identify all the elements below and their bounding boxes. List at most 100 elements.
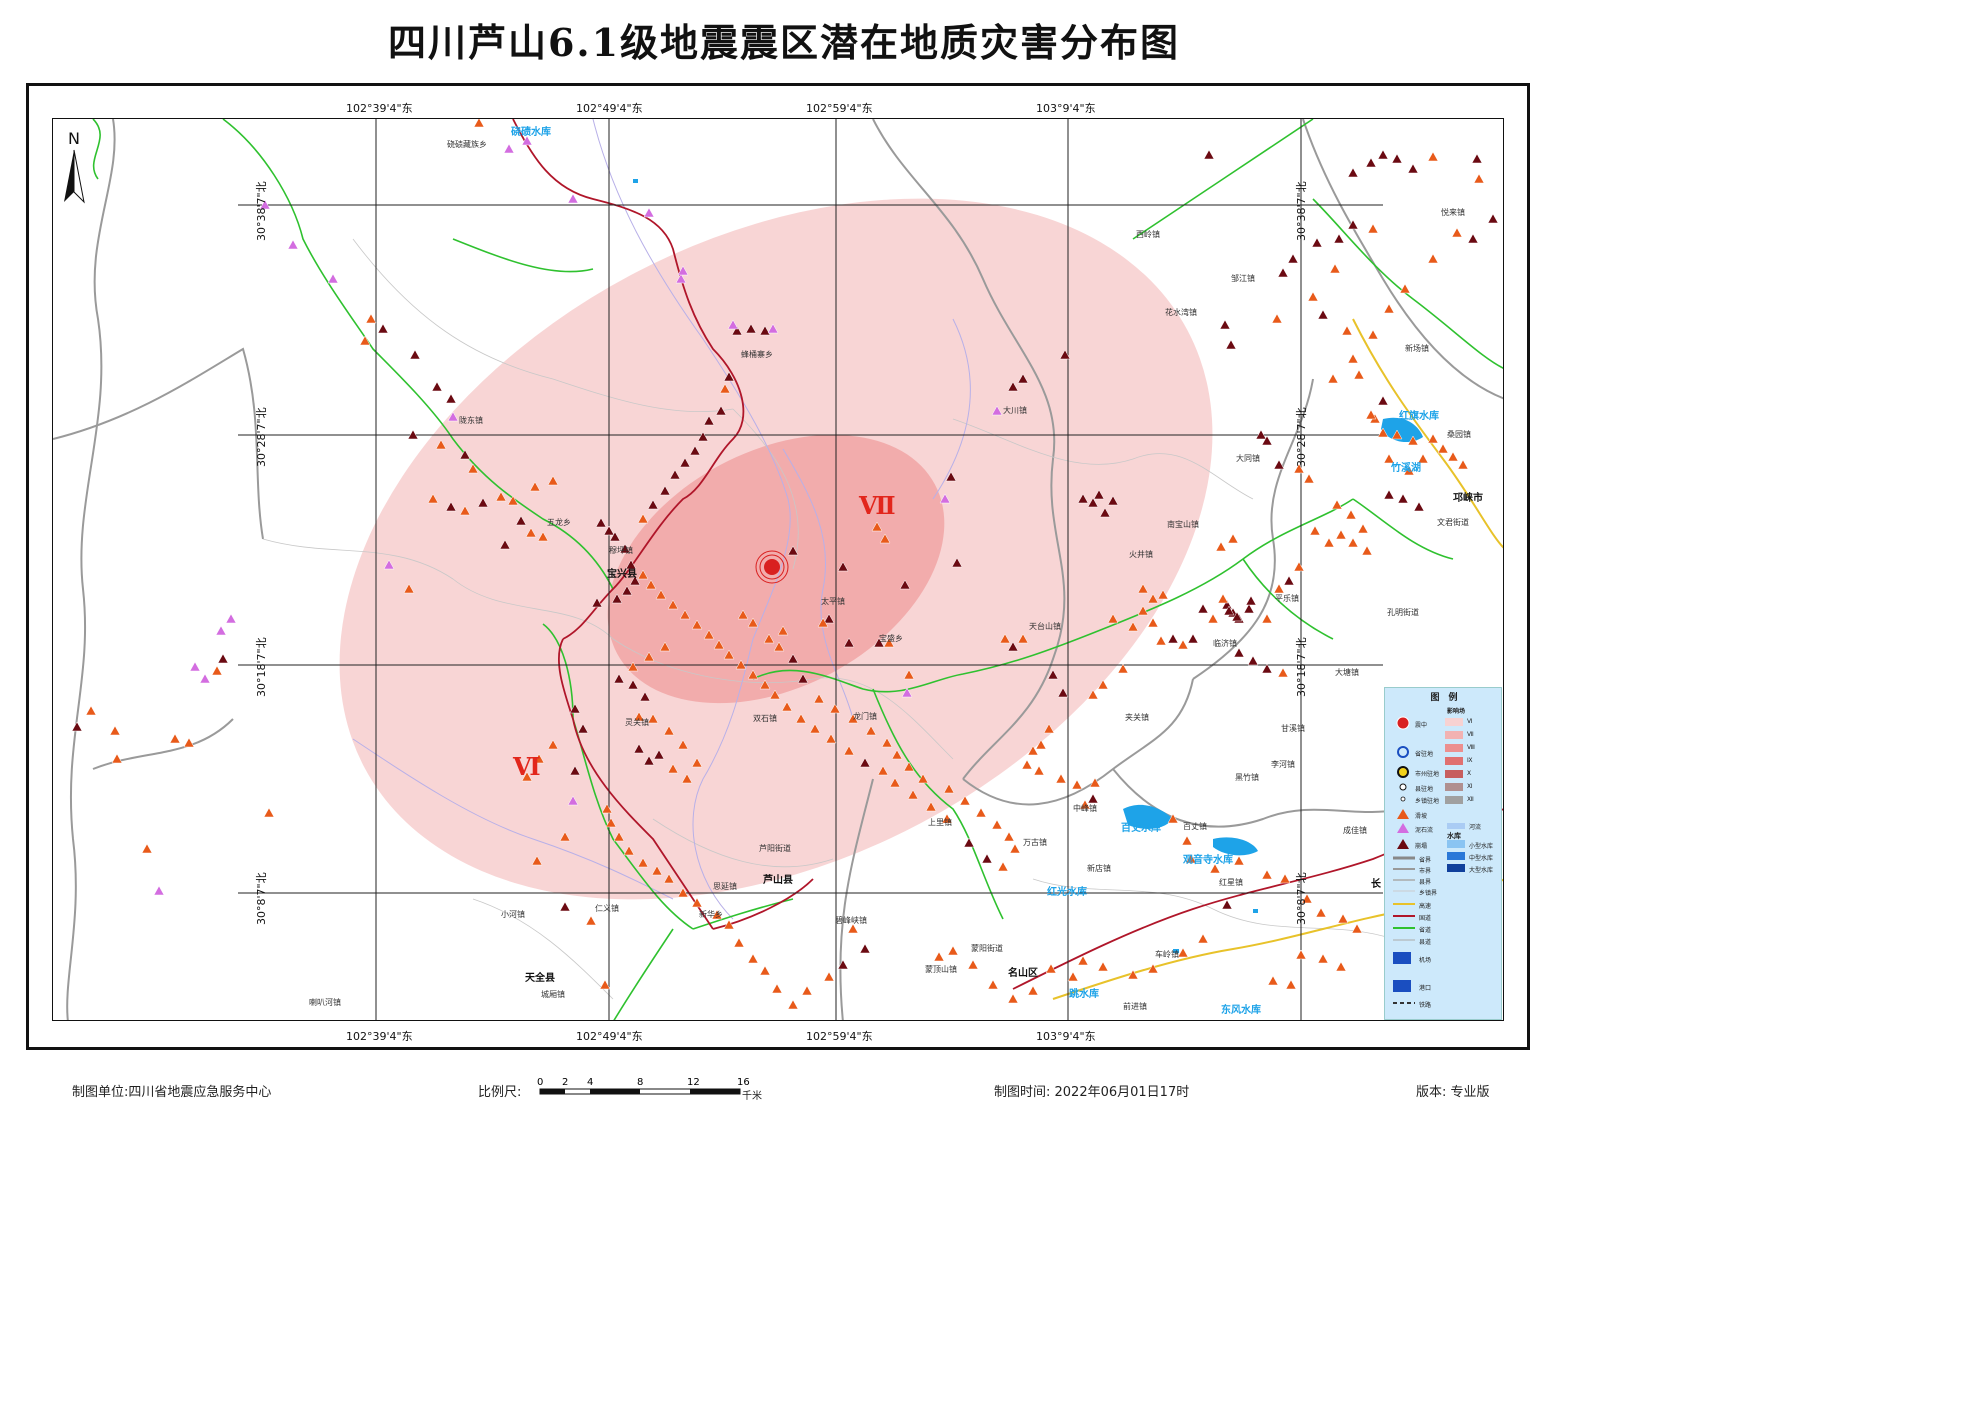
landslide-icon [1301,893,1313,904]
place-shangli: 上里镇 [928,818,952,827]
landslide-icon [1407,435,1419,446]
landslide-icon [1077,955,1089,966]
water-guanyinsi: 观音寺水库 [1183,855,1233,866]
place-bifeng: 碧峰峡镇 [835,916,867,925]
collapse-icon [1333,233,1345,244]
legend-intensity-label: Ⅶ [1467,731,1474,738]
landslide-icon [585,915,597,926]
legend-river-swatch [1447,823,1465,829]
epicenter-symbol [755,550,789,584]
collapse-icon [859,943,871,954]
collapse-icon [569,703,581,714]
debris-flow-icon [189,661,201,672]
legend-county-seat-icon [1399,783,1407,791]
legend-intensity-swatch [1445,796,1463,804]
legend-intensity-label: Ⅻ [1467,796,1474,803]
debris-flow-icon [677,265,689,276]
collapse-icon [659,485,671,496]
landslide-icon [1177,639,1189,650]
landslide-icon [1403,465,1415,476]
landslide-icon [1147,593,1159,604]
collapse-icon [627,679,639,690]
collapse-icon [603,525,615,536]
place-mengyang: 蒙阳街道 [971,944,1003,953]
landslide-icon [1185,853,1197,864]
landslide-icon [1261,613,1273,624]
water-tiaoshui: 跳水库 [1069,989,1099,1000]
graticule [238,119,1383,1020]
landslide-icon [809,723,821,734]
landslide-icon [1357,523,1369,534]
collapse-icon [1247,655,1259,666]
landslide-icon [747,953,759,964]
collapse-icon [1007,641,1019,652]
landslide-icon [825,733,837,744]
collapse-icon [639,691,651,702]
landslide-icon [763,633,775,644]
map-canvas[interactable]: 30°38'7"北 30°28'7"北 30°18'7"北 30°8'7"北 3… [52,118,1504,1021]
landslide-icon [1347,537,1359,548]
legend-intensity-swatch [1445,783,1463,791]
collapse-icon [951,557,963,568]
lat-label-4r: 30°8'7"北 [1295,872,1308,925]
collapse-icon [445,501,457,512]
legend-intensity-label: Ⅺ [1467,783,1473,790]
place-xiaohe: 小河镇 [501,910,525,919]
landslide-icon [677,887,689,898]
landslide-icon [467,463,479,474]
place-lushan: 芦山县 [763,875,793,886]
place-dachuan: 大川镇 [1003,406,1027,415]
legend-county-border: 县界 [1419,879,1432,886]
legend-large-res-swatch [1447,864,1465,872]
legend-landslide-icon [1397,809,1409,819]
legend-provincial-road: 省道 [1419,927,1432,934]
collapse-icon [1283,575,1295,586]
collapse-icon [703,415,715,426]
collapse-icon [595,517,607,528]
landslide-icon [613,831,625,842]
place-dating: 大塘镇 [1335,668,1359,677]
footer-unit: 制图单位:四川省地震应急服务中心 [72,1085,272,1100]
landslide-icon [691,897,703,908]
landslide-icon [1293,561,1305,572]
landslide-icon [531,855,543,866]
collapse-icon [459,449,471,460]
lon-label-top-4: 103°9'4"东 [1036,102,1096,115]
lat-label-3: 30°18'7"北 [255,637,268,697]
landslide-icon [1417,453,1429,464]
legend-city-border: 市界 [1419,868,1432,875]
landslide-icon [691,619,703,630]
legend-county-road: 县道 [1419,939,1432,946]
debris-flow-icon [447,411,459,422]
collapse-icon [1273,459,1285,470]
place-lingguan: 灵关镇 [625,718,649,727]
landslide-icon [1331,499,1343,510]
collapse-icon [1219,319,1231,330]
collapse-icon [1197,603,1209,614]
place-luyangjd: 芦阳街道 [759,844,791,853]
scale-tick-label: 12 [687,1077,700,1088]
landslide-icon [917,773,929,784]
debris-flow-icon [259,199,271,210]
landslide-icon [1327,373,1339,384]
collapse-icon [1471,153,1483,164]
collapse-icon [669,469,681,480]
landslide-icon [771,983,783,994]
landslide-icon [889,777,901,788]
landslide-icon [1345,509,1357,520]
place-zhongfeng: 中峰镇 [1073,804,1097,813]
lat-label-2: 30°28'7"北 [255,407,268,467]
landslide-icon [365,313,377,324]
landslide-icon [533,753,545,764]
landslide-icon [109,725,121,736]
landslide-icon [1087,689,1099,700]
landslide-icon [1137,583,1149,594]
legend-epicenter-icon [1396,716,1410,730]
landslide-icon [1155,635,1167,646]
collapse-icon [407,429,419,440]
landslide-icon [987,979,999,990]
legend-city-seat: 市州驻地 [1415,771,1440,778]
legend-intensity-swatch [1445,744,1463,752]
collapse-icon [1377,395,1389,406]
collapse-icon [643,755,655,766]
